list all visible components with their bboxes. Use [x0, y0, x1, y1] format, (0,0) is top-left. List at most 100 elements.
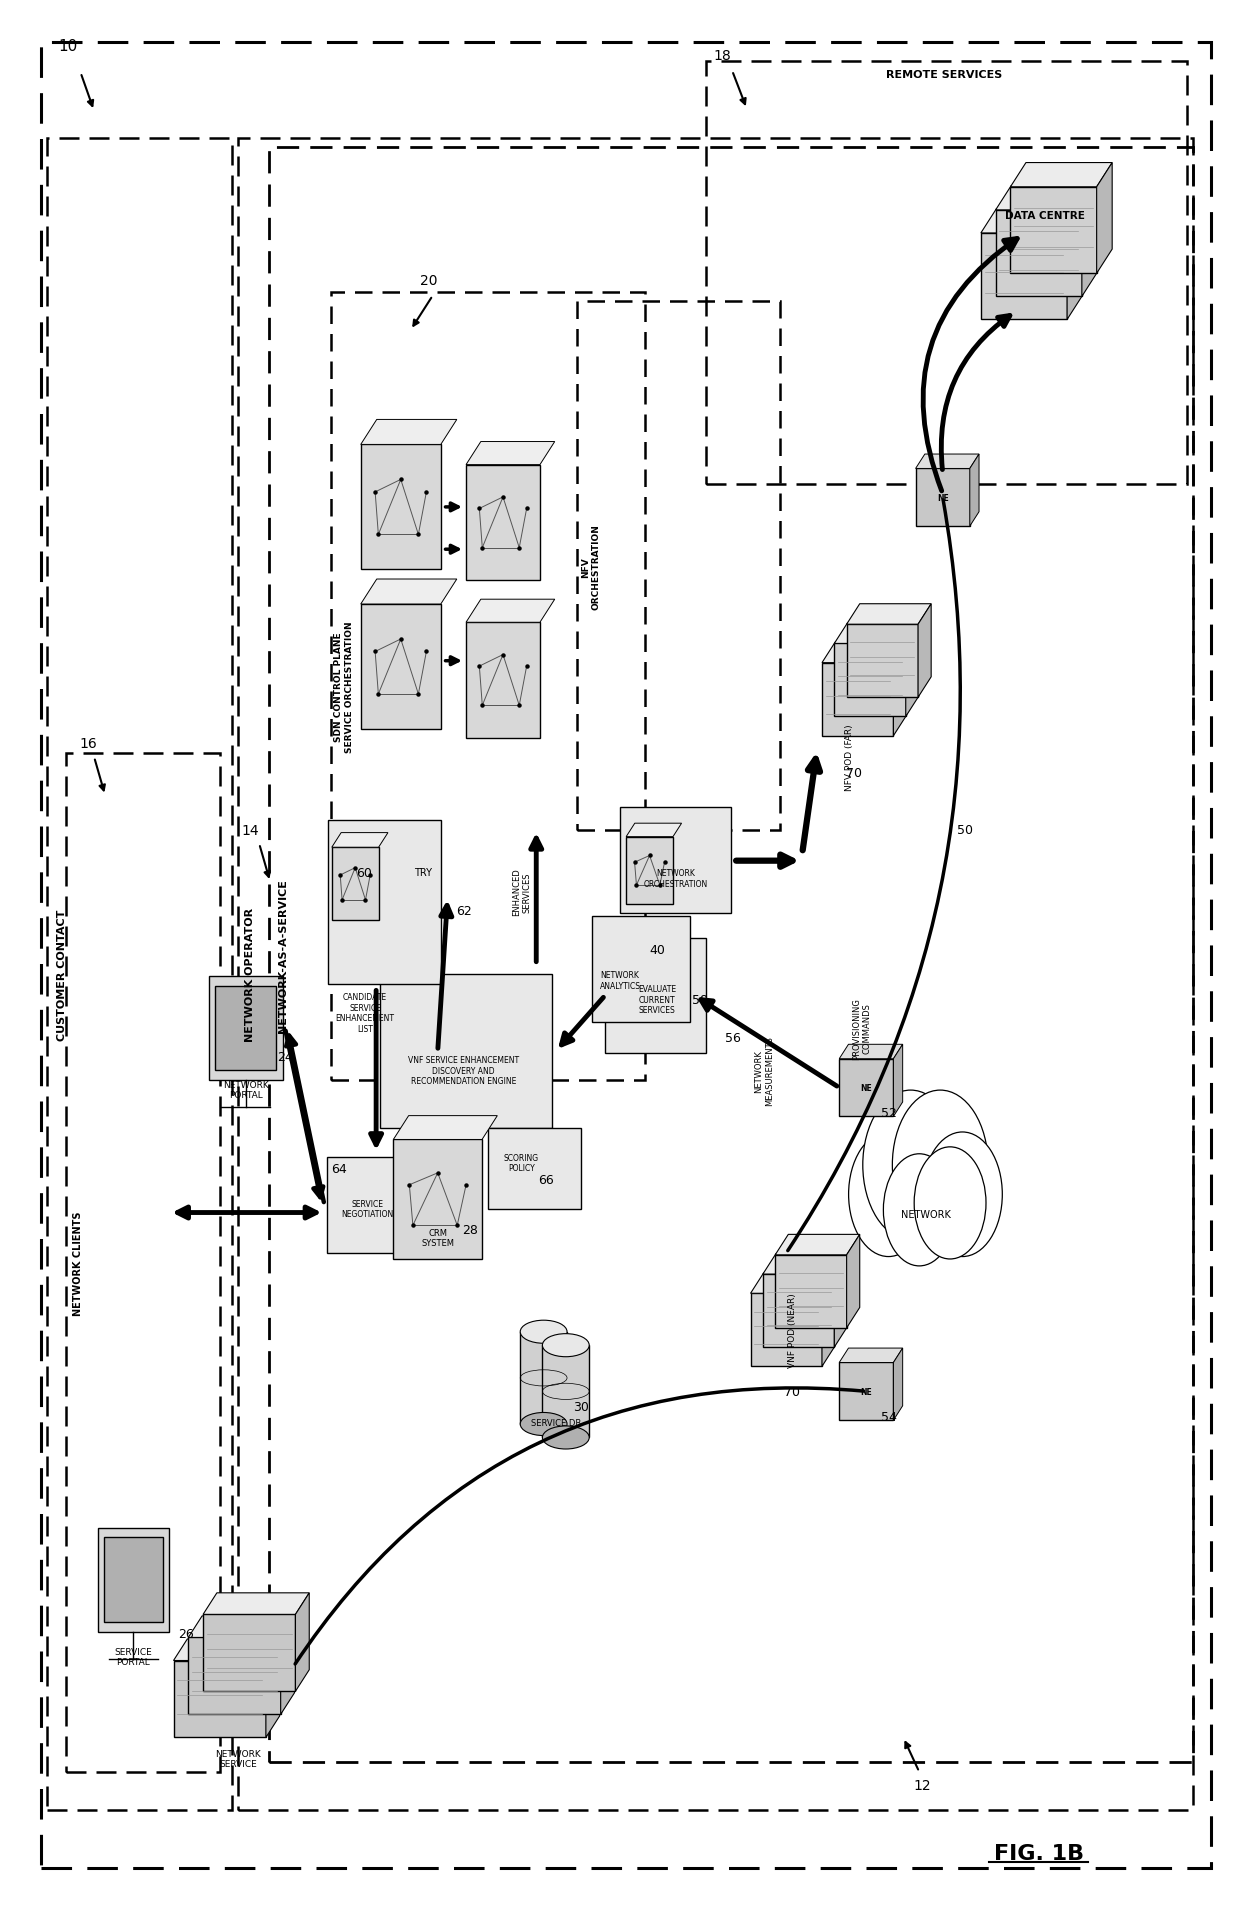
- Text: DATA CENTRE: DATA CENTRE: [1004, 210, 1085, 220]
- Bar: [466, 623, 539, 739]
- Text: 70: 70: [785, 1386, 801, 1397]
- Text: CANDIDATE
SERVICE
ENHANCEMENT
LIST: CANDIDATE SERVICE ENHANCEMENT LIST: [336, 992, 394, 1033]
- Text: NETWORK
SERVICE: NETWORK SERVICE: [216, 1749, 262, 1768]
- Bar: [775, 1254, 847, 1328]
- Polygon shape: [970, 455, 980, 527]
- Polygon shape: [188, 1615, 294, 1637]
- Text: ENHANCED
SERVICES: ENHANCED SERVICES: [512, 868, 531, 917]
- Text: 56: 56: [725, 1031, 742, 1044]
- Bar: [1011, 187, 1096, 274]
- Polygon shape: [295, 1592, 309, 1691]
- Bar: [750, 1293, 822, 1366]
- Bar: [174, 1660, 265, 1737]
- Text: NETWORK
ORCHESTRATION: NETWORK ORCHESTRATION: [644, 868, 708, 888]
- Text: SERVICE DB: SERVICE DB: [531, 1419, 582, 1426]
- Text: 14: 14: [242, 824, 259, 838]
- Polygon shape: [822, 643, 906, 664]
- Bar: [332, 847, 378, 921]
- Bar: [605, 938, 707, 1054]
- Text: 60: 60: [356, 867, 372, 880]
- Polygon shape: [332, 834, 388, 847]
- Bar: [393, 1141, 482, 1258]
- Text: 16: 16: [79, 737, 97, 751]
- Bar: [331, 293, 645, 1081]
- Text: 70: 70: [846, 766, 862, 780]
- Bar: [915, 469, 970, 527]
- Polygon shape: [775, 1235, 859, 1254]
- Text: REMOTE SERVICES: REMOTE SERVICES: [885, 69, 1002, 81]
- Polygon shape: [280, 1615, 294, 1714]
- Bar: [215, 986, 277, 1071]
- Text: SDN CONTROL PLANE
SERVICE ORCHESTRATION: SDN CONTROL PLANE SERVICE ORCHESTRATION: [335, 621, 353, 753]
- Text: NETWORK
PORTAL: NETWORK PORTAL: [223, 1081, 268, 1100]
- Text: NETWORK
ANALYTICS: NETWORK ANALYTICS: [599, 971, 641, 990]
- Text: PROVISIONING
COMMANDS: PROVISIONING COMMANDS: [852, 998, 872, 1060]
- Bar: [361, 604, 440, 730]
- Polygon shape: [750, 1274, 835, 1293]
- Bar: [327, 1158, 425, 1253]
- Polygon shape: [894, 1349, 903, 1420]
- Bar: [329, 820, 441, 984]
- Bar: [707, 62, 1187, 484]
- Text: 62: 62: [456, 905, 471, 917]
- Text: 10: 10: [58, 39, 78, 54]
- Bar: [521, 1332, 567, 1424]
- Polygon shape: [847, 604, 931, 625]
- Text: 26: 26: [179, 1627, 195, 1640]
- Bar: [577, 301, 780, 830]
- Circle shape: [883, 1154, 955, 1266]
- Bar: [763, 1274, 835, 1347]
- Bar: [835, 645, 905, 718]
- Bar: [542, 1345, 589, 1438]
- Text: NETWORK-AS-A-SERVICE: NETWORK-AS-A-SERVICE: [278, 878, 288, 1033]
- Polygon shape: [835, 1254, 847, 1347]
- Text: NE: NE: [861, 1388, 872, 1395]
- Bar: [847, 625, 918, 699]
- Text: VNF SERVICE ENHANCEMENT
DISCOVERY AND
RECOMMENDATION ENGINE: VNF SERVICE ENHANCEMENT DISCOVERY AND RE…: [408, 1056, 520, 1085]
- Text: NETWORK OPERATOR: NETWORK OPERATOR: [246, 907, 255, 1042]
- Bar: [98, 1529, 169, 1633]
- Polygon shape: [174, 1639, 280, 1660]
- Polygon shape: [822, 1274, 835, 1366]
- Bar: [208, 977, 283, 1081]
- Polygon shape: [839, 1349, 903, 1363]
- Bar: [238, 139, 1193, 1810]
- Polygon shape: [466, 600, 554, 623]
- Text: 50: 50: [957, 824, 973, 838]
- Polygon shape: [203, 1592, 309, 1615]
- Text: 66: 66: [538, 1173, 554, 1187]
- Bar: [839, 1363, 894, 1420]
- Bar: [626, 838, 673, 905]
- Text: SERVICE
PORTAL: SERVICE PORTAL: [114, 1646, 153, 1666]
- Bar: [981, 234, 1068, 320]
- Polygon shape: [915, 455, 980, 469]
- Text: CUSTOMER CONTACT: CUSTOMER CONTACT: [57, 909, 67, 1040]
- Text: NFV POD (FAR): NFV POD (FAR): [844, 724, 853, 791]
- Bar: [361, 446, 440, 569]
- Text: NETWORK: NETWORK: [900, 1210, 950, 1220]
- Polygon shape: [839, 1044, 903, 1060]
- Polygon shape: [894, 643, 906, 737]
- Text: VNF POD (NEAR): VNF POD (NEAR): [787, 1293, 797, 1368]
- Polygon shape: [905, 623, 919, 718]
- Bar: [66, 753, 219, 1772]
- Text: 52: 52: [880, 1106, 897, 1119]
- Circle shape: [893, 1090, 988, 1239]
- Text: NFV
ORCHESTRATION: NFV ORCHESTRATION: [580, 525, 600, 610]
- Ellipse shape: [542, 1426, 589, 1449]
- Polygon shape: [847, 1235, 859, 1328]
- Polygon shape: [835, 623, 919, 645]
- Text: CRM
SYSTEM: CRM SYSTEM: [422, 1227, 454, 1247]
- Bar: [379, 975, 552, 1129]
- Ellipse shape: [521, 1320, 567, 1343]
- Text: SCORING
POLICY: SCORING POLICY: [503, 1154, 539, 1173]
- Bar: [489, 1129, 580, 1208]
- Text: TRY: TRY: [414, 868, 432, 878]
- Polygon shape: [361, 421, 456, 446]
- Polygon shape: [265, 1639, 280, 1737]
- Circle shape: [923, 1133, 1002, 1256]
- Polygon shape: [1081, 187, 1097, 297]
- Polygon shape: [996, 187, 1097, 210]
- Text: NE: NE: [861, 1083, 872, 1092]
- Bar: [269, 149, 1193, 1762]
